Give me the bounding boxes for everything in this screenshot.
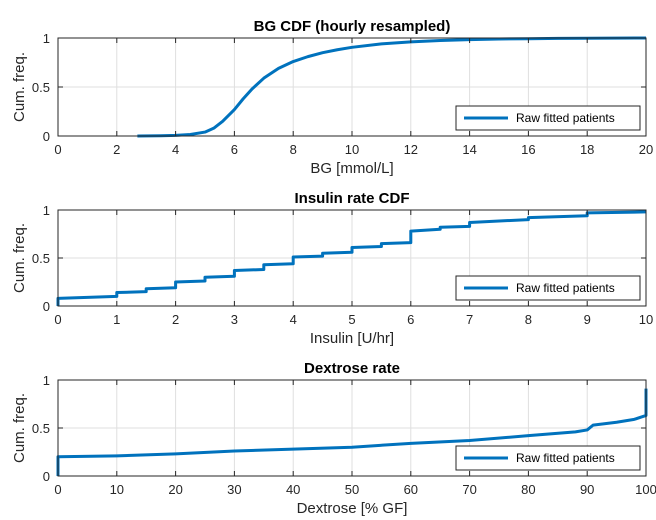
x-tick-label: 50 bbox=[345, 482, 359, 497]
x-tick-label: 6 bbox=[231, 142, 238, 157]
x-tick-label: 0 bbox=[54, 142, 61, 157]
x-tick-label: 6 bbox=[407, 312, 414, 327]
y-tick-label: 0 bbox=[43, 299, 50, 314]
y-axis-label: Cum. freq. bbox=[11, 223, 28, 293]
x-tick-label: 100 bbox=[635, 482, 656, 497]
x-tick-label: 10 bbox=[639, 312, 653, 327]
chart-title: Insulin rate CDF bbox=[294, 190, 409, 207]
y-axis-label: Cum. freq. bbox=[11, 393, 28, 463]
legend: Raw fitted patients bbox=[455, 445, 641, 471]
y-tick-label: 1 bbox=[43, 203, 50, 218]
x-tick-label: 90 bbox=[580, 482, 594, 497]
x-tick-label: 70 bbox=[462, 482, 476, 497]
legend: Raw fitted patients bbox=[455, 275, 641, 301]
x-tick-label: 10 bbox=[345, 142, 359, 157]
chart-panel-1: 0 2 4 6 8 10 12 14 16 18 20 0 0.5 1 BG CDF (hourly res… bbox=[11, 18, 653, 177]
y-tick-label: 1 bbox=[43, 31, 50, 46]
y-tick-label: 1 bbox=[43, 373, 50, 388]
x-tick-label: 18 bbox=[580, 142, 594, 157]
y-tick-label: 0 bbox=[43, 469, 50, 484]
legend-entry-label: Raw fitted patients bbox=[516, 451, 615, 465]
x-axis-label: BG [mmol/L] bbox=[310, 160, 393, 177]
y-tick-label: 0.5 bbox=[32, 251, 50, 266]
x-tick-label: 60 bbox=[404, 482, 418, 497]
x-tick-label: 8 bbox=[290, 142, 297, 157]
x-tick-label: 2 bbox=[113, 142, 120, 157]
x-tick-label: 1 bbox=[113, 312, 120, 327]
series-line bbox=[137, 36, 647, 138]
chart-title: Dextrose rate bbox=[304, 360, 400, 377]
x-tick-label: 3 bbox=[231, 312, 238, 327]
x-tick-label: 20 bbox=[168, 482, 182, 497]
x-tick-label: 10 bbox=[110, 482, 124, 497]
chart-panel-2: 0 1 2 3 4 5 6 7 8 9 10 0 0.5 1 Insulin rate CDF Insulin… bbox=[11, 190, 653, 347]
x-tick-label: 20 bbox=[639, 142, 653, 157]
x-tick-label: 4 bbox=[172, 142, 179, 157]
x-tick-label: 2 bbox=[172, 312, 179, 327]
x-tick-label: 40 bbox=[286, 482, 300, 497]
series-line bbox=[56, 388, 648, 476]
y-axis-label: Cum. freq. bbox=[11, 52, 28, 122]
x-tick-label: 7 bbox=[466, 312, 473, 327]
x-axis-label: Insulin [U/hr] bbox=[310, 330, 394, 347]
y-tick-label: 0.5 bbox=[32, 80, 50, 95]
y-tick-label: 0 bbox=[43, 129, 50, 144]
x-tick-label: 16 bbox=[521, 142, 535, 157]
x-axis-label: Dextrose [% GF] bbox=[297, 500, 408, 517]
legend-entry-label: Raw fitted patients bbox=[516, 281, 615, 295]
chart-panel-3: 0 10 20 30 40 50 60 70 80 90 100 0 0.5 1 Dextrose rate… bbox=[11, 360, 656, 517]
x-tick-label: 8 bbox=[525, 312, 532, 327]
x-tick-label: 0 bbox=[54, 482, 61, 497]
x-tick-label: 12 bbox=[404, 142, 418, 157]
chart-title: BG CDF (hourly resampled) bbox=[254, 18, 451, 35]
x-tick-label: 14 bbox=[462, 142, 476, 157]
y-tick-label: 0.5 bbox=[32, 421, 50, 436]
x-tick-label: 80 bbox=[521, 482, 535, 497]
x-tick-label: 0 bbox=[54, 312, 61, 327]
x-tick-label: 4 bbox=[290, 312, 297, 327]
x-tick-label: 30 bbox=[227, 482, 241, 497]
x-tick-label: 9 bbox=[584, 312, 591, 327]
legend-entry-label: Raw fitted patients bbox=[516, 111, 615, 125]
x-tick-label: 5 bbox=[348, 312, 355, 327]
legend: Raw fitted patients bbox=[455, 105, 641, 131]
series-line bbox=[56, 210, 647, 306]
